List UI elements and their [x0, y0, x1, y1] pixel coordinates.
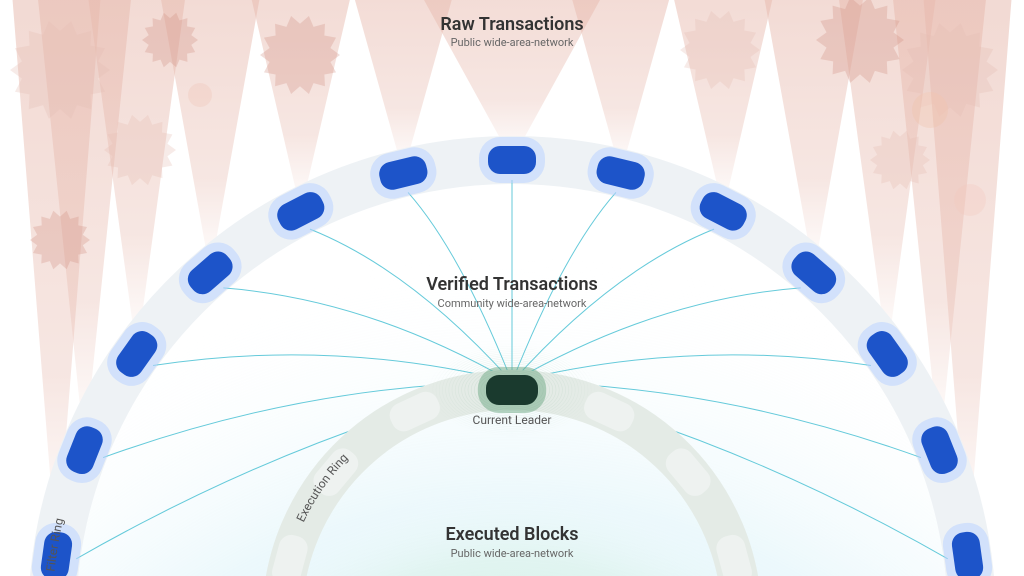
- leader-node: [478, 367, 546, 413]
- dot: [912, 92, 948, 128]
- verified-title: Verified Transactions: [426, 274, 598, 295]
- executed-title: Executed Blocks: [446, 524, 579, 545]
- dot: [954, 184, 986, 216]
- verified-subtitle: Community wide-area-network: [438, 297, 587, 310]
- raw-title: Raw Transactions: [440, 14, 583, 35]
- current-leader-label: Current Leader: [473, 413, 552, 427]
- dot: [188, 83, 212, 107]
- raw-subtitle: Public wide-area-network: [451, 36, 574, 49]
- filter-node: [479, 137, 545, 183]
- executed-subtitle: Public wide-area-network: [451, 547, 574, 560]
